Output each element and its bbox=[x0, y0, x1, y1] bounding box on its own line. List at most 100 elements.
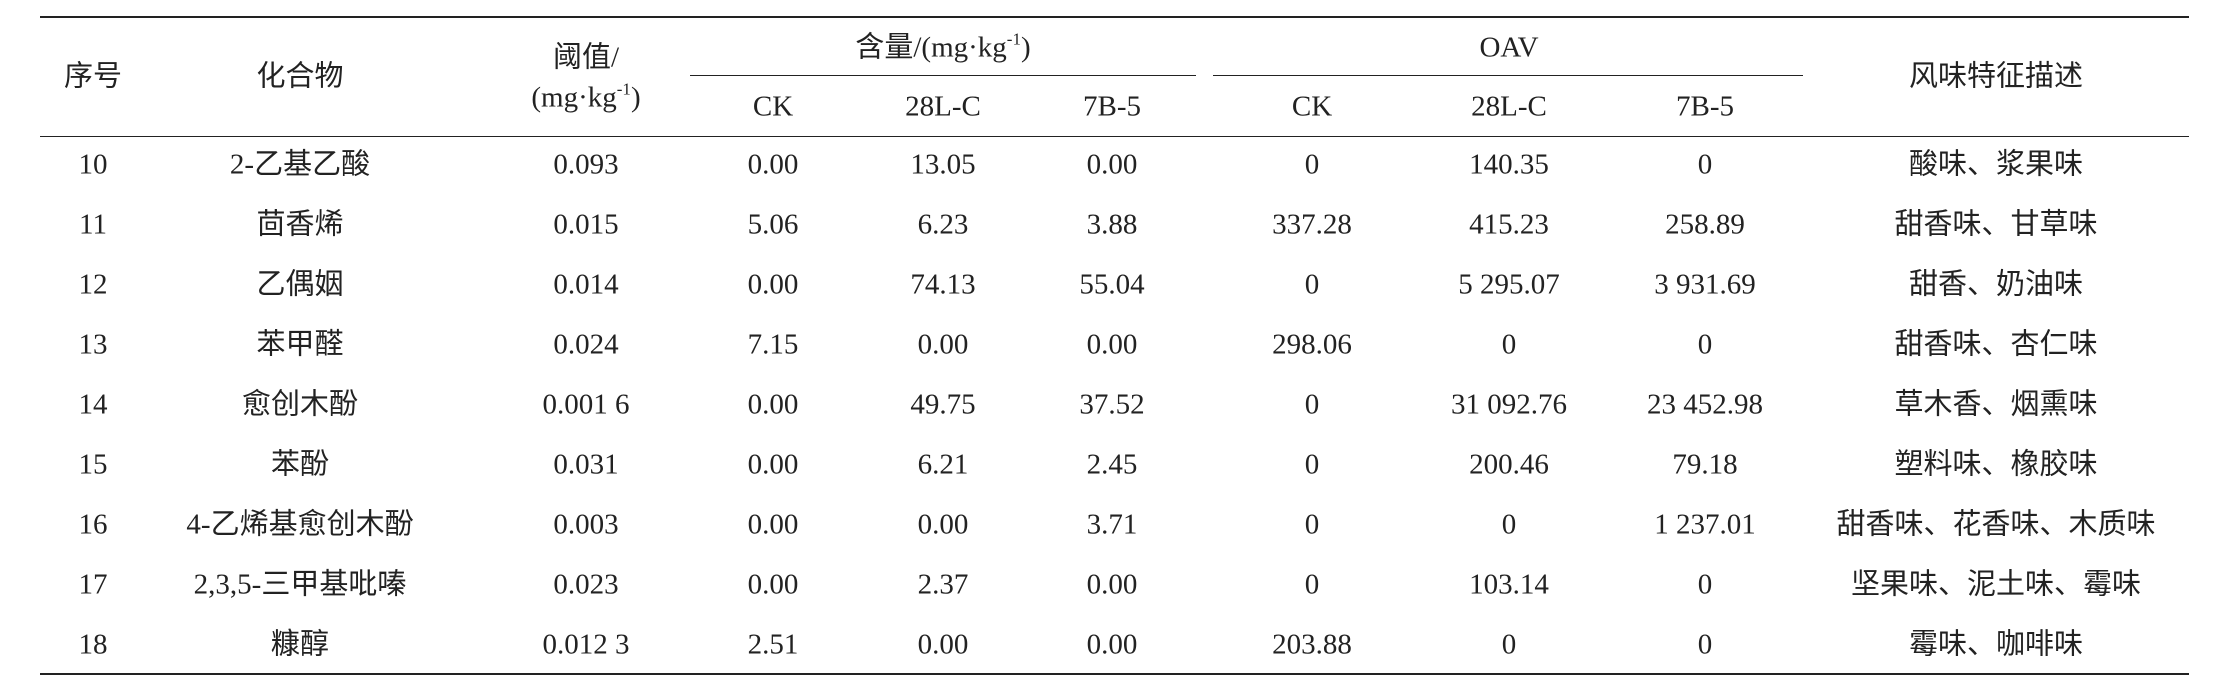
subheader-cell: CK bbox=[1291, 90, 1333, 123]
subheader-cell: 28L-C bbox=[1471, 90, 1547, 123]
table-cell: 203.88 bbox=[1272, 628, 1352, 661]
table-cell: 258.89 bbox=[1665, 208, 1745, 241]
table-cell: 13.05 bbox=[910, 148, 976, 181]
table-cell: 0 bbox=[1697, 148, 1713, 181]
table-cell: 0.00 bbox=[917, 508, 969, 541]
table-cell: 1 237.01 bbox=[1654, 508, 1756, 541]
header-text: (mg·kg bbox=[531, 81, 617, 114]
table-cell: 14 bbox=[78, 388, 108, 421]
table-cell: 0.00 bbox=[747, 148, 799, 181]
table-cell: 4-乙烯基愈创木酚 bbox=[186, 508, 414, 541]
header-cell: OAV bbox=[1479, 31, 1539, 64]
table-cell: 13 bbox=[78, 328, 108, 361]
table-cell: 乙偶姻 bbox=[256, 268, 344, 301]
table-cell: 2-乙基乙酸 bbox=[229, 148, 371, 181]
subheader-cell: 7B-5 bbox=[1676, 90, 1734, 123]
table-cell: 0 bbox=[1501, 328, 1517, 361]
table-cell: 337.28 bbox=[1272, 208, 1352, 241]
table-cell: 10 bbox=[78, 148, 108, 181]
table-cell: 酸味、浆果味 bbox=[1908, 148, 2084, 181]
subheader-cell: 7B-5 bbox=[1083, 90, 1141, 123]
table-cell: 草木香、烟熏味 bbox=[1894, 388, 2098, 421]
table-cell: 103.14 bbox=[1469, 568, 1549, 601]
table-cell: 11 bbox=[79, 208, 107, 241]
table-cell: 0.00 bbox=[917, 328, 969, 361]
table-cell: 0 bbox=[1304, 268, 1320, 301]
table-cell: 3 931.69 bbox=[1654, 268, 1756, 301]
table-cell: 5 295.07 bbox=[1458, 268, 1560, 301]
header-cell: (mg·kg-1) bbox=[531, 81, 641, 114]
table-cell: 0 bbox=[1697, 628, 1713, 661]
table-cell: 0 bbox=[1697, 328, 1713, 361]
table-cell: 16 bbox=[78, 508, 108, 541]
header-text: ) bbox=[630, 81, 641, 114]
table-cell: 18 bbox=[78, 628, 108, 661]
table-cell: 0.093 bbox=[553, 148, 619, 181]
header-cell: 阈值/ bbox=[552, 41, 620, 74]
subheader-cell: 28L-C bbox=[905, 90, 981, 123]
table-cell: 甜香味、花香味、木质味 bbox=[1836, 508, 2156, 541]
table-cell: 6.23 bbox=[917, 208, 969, 241]
header-cell: 含量/(mg·kg-1) bbox=[855, 31, 1031, 64]
header-text: 含量/(mg·kg bbox=[855, 31, 1007, 64]
table-cell: 霉味、咖啡味 bbox=[1908, 628, 2084, 661]
table-cell: 298.06 bbox=[1272, 328, 1352, 361]
table-cell: 2.51 bbox=[747, 628, 799, 661]
table-cell: 甜香、奶油味 bbox=[1908, 268, 2084, 301]
table-cell: 坚果味、泥土味、霉味 bbox=[1850, 568, 2142, 601]
table-cell: 15 bbox=[78, 448, 108, 481]
table-cell: 3.88 bbox=[1086, 208, 1138, 241]
table-cell: 5.06 bbox=[747, 208, 799, 241]
table-cell: 2,3,5-三甲基吡嗪 bbox=[193, 568, 407, 601]
table-cell: 37.52 bbox=[1079, 388, 1145, 421]
header-text: ) bbox=[1020, 31, 1031, 64]
table-cell: 愈创木酚 bbox=[241, 388, 359, 421]
table-cell: 23 452.98 bbox=[1647, 388, 1763, 421]
table-cell: 0.00 bbox=[1086, 148, 1138, 181]
table-cell: 0.00 bbox=[747, 388, 799, 421]
table-cell: 55.04 bbox=[1079, 268, 1145, 301]
header-sup: -1 bbox=[616, 79, 631, 99]
table-cell: 0 bbox=[1697, 568, 1713, 601]
table-cell: 0.003 bbox=[553, 508, 619, 541]
table-cell: 0.015 bbox=[553, 208, 619, 241]
table-cell: 0.023 bbox=[553, 568, 619, 601]
table-cell: 200.46 bbox=[1469, 448, 1549, 481]
table-cell: 0.012 3 bbox=[542, 628, 630, 661]
table-cell: 0.024 bbox=[553, 328, 619, 361]
table-cell: 塑料味、橡胶味 bbox=[1894, 448, 2098, 481]
table-cell: 0.00 bbox=[1086, 628, 1138, 661]
table-cell: 2.45 bbox=[1086, 448, 1138, 481]
table-cell: 0.00 bbox=[747, 568, 799, 601]
table-cell: 0.014 bbox=[553, 268, 619, 301]
table-cell: 0 bbox=[1304, 508, 1320, 541]
table-cell: 0.00 bbox=[917, 628, 969, 661]
table-cell: 0 bbox=[1304, 448, 1320, 481]
header-sup: -1 bbox=[1006, 29, 1021, 49]
table-cell: 0 bbox=[1304, 388, 1320, 421]
top-rule bbox=[40, 16, 2189, 18]
table-cell: 0.00 bbox=[747, 448, 799, 481]
table-cell: 苯酚 bbox=[270, 448, 330, 481]
table-cell: 0 bbox=[1501, 628, 1517, 661]
table-cell: 0.001 6 bbox=[542, 388, 630, 421]
table-cell: 0.00 bbox=[1086, 568, 1138, 601]
table-cell: 0.00 bbox=[1086, 328, 1138, 361]
oav-rule bbox=[1213, 75, 1803, 76]
table-cell: 74.13 bbox=[910, 268, 976, 301]
table-cell: 6.21 bbox=[917, 448, 969, 481]
header-cell: 风味特征描述 bbox=[1908, 60, 2084, 93]
table-cell: 0.031 bbox=[553, 448, 619, 481]
header-cell: 序号 bbox=[63, 60, 123, 93]
table-cell: 31 092.76 bbox=[1451, 388, 1567, 421]
table-cell: 415.23 bbox=[1469, 208, 1549, 241]
table-cell: 苯甲醛 bbox=[256, 328, 344, 361]
table-cell: 0.00 bbox=[747, 268, 799, 301]
content-rule bbox=[690, 75, 1196, 76]
table-cell: 糠醇 bbox=[270, 628, 330, 661]
table-cell: 茴香烯 bbox=[256, 208, 344, 241]
header-rule bbox=[40, 136, 2189, 137]
header-cell: 化合物 bbox=[256, 60, 344, 93]
table-cell: 49.75 bbox=[910, 388, 976, 421]
table-cell: 2.37 bbox=[917, 568, 969, 601]
